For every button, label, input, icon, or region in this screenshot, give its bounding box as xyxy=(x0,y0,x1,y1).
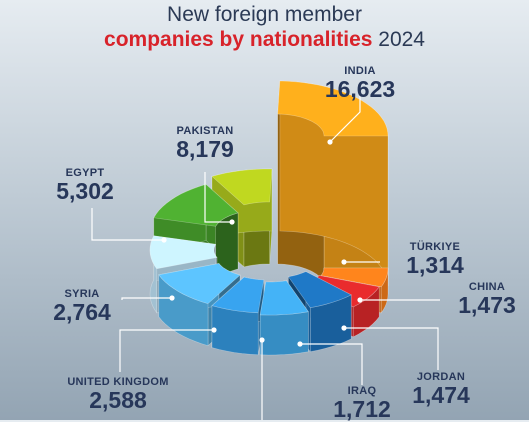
label-egypt-name: EGYPT xyxy=(65,167,105,179)
label-jordan-value: 1,474 xyxy=(412,382,470,408)
leader-dot-jordan xyxy=(341,325,347,331)
label-china-value: 1,473 xyxy=(458,292,516,318)
title-line-2: companies by nationalities 2024 xyxy=(0,27,529,53)
label-china: CHINA 1,473 xyxy=(444,281,529,317)
label-syria-name: SYRIA xyxy=(64,288,100,300)
leader-iraq xyxy=(300,343,363,385)
leader-jordan xyxy=(344,327,439,370)
label-iraq-name: IRAQ xyxy=(347,385,377,397)
leader-dot-syria xyxy=(169,295,175,301)
slice-egypt xyxy=(153,183,239,284)
slice-top-iraq xyxy=(259,280,309,316)
slice-top-united-kingdom xyxy=(158,263,241,304)
label-united-kingdom: UNITED KINGDOM 2,588 xyxy=(56,376,180,412)
label-egypt-value: 5,302 xyxy=(56,178,114,204)
leader-dot-t-rkiye xyxy=(341,259,347,265)
label-jordan: JORDAN 1,474 xyxy=(396,371,486,407)
label-iraq-value: 1,712 xyxy=(333,396,391,422)
slice-outer-iraq xyxy=(259,311,309,356)
title-line-1: New foreign member xyxy=(167,3,362,26)
leader-india xyxy=(329,95,361,143)
label-pakistan-value: 8,179 xyxy=(176,136,234,162)
leader-pakistan xyxy=(204,172,232,223)
leader-syria xyxy=(121,297,172,300)
leader-dot-iraq xyxy=(297,341,303,347)
leader-dot-unlabeled-5 xyxy=(259,337,265,343)
label-iraq: IRAQ 1,712 xyxy=(320,385,404,421)
label-united-kingdom-value: 2,588 xyxy=(89,387,147,413)
chart-title: New foreign member companies by national… xyxy=(0,2,529,53)
slice-top-pakistan xyxy=(211,168,273,206)
leader-dot-pakistan xyxy=(229,219,235,225)
label-india-name: INDIA xyxy=(344,65,376,77)
leader-dot-united-kingdom xyxy=(211,327,217,333)
slice-top-india xyxy=(277,80,389,137)
donut-slices xyxy=(149,80,389,356)
leader-dot-india xyxy=(327,139,333,145)
label-pakistan: PAKISTAN 8,179 xyxy=(160,125,250,161)
leader-dot-china xyxy=(357,297,363,303)
label-egypt: EGYPT 5,302 xyxy=(42,167,128,203)
slice-india xyxy=(277,80,389,287)
slice-unlabeled-5 xyxy=(211,276,265,356)
label-india: INDIA 16,623 xyxy=(312,65,408,101)
title-accent: companies by nationalities xyxy=(104,28,373,51)
label-china-name: CHINA xyxy=(468,281,506,293)
label-turkiye: TÜRKIYE 1,314 xyxy=(392,241,478,277)
label-turkiye-name: TÜRKIYE xyxy=(409,241,461,253)
leader-egypt xyxy=(91,208,164,241)
label-india-value: 16,623 xyxy=(324,76,396,102)
label-turkiye-value: 1,314 xyxy=(406,252,464,278)
leader-lines xyxy=(91,95,440,420)
label-syria-value: 2,764 xyxy=(53,299,111,325)
label-syria: SYRIA 2,764 xyxy=(42,288,122,324)
leader-united-kingdom xyxy=(119,329,214,372)
slice-top-unlabeled-5 xyxy=(211,276,265,314)
leader-dot-egypt xyxy=(161,237,167,243)
label-pakistan-name: PAKISTAN xyxy=(176,125,234,137)
slice-top-jordan xyxy=(287,271,352,309)
slice-top-syria xyxy=(149,235,218,270)
label-united-kingdom-name: UNITED KINGDOM xyxy=(67,376,169,388)
slice-outer-unlabeled-5 xyxy=(211,305,259,356)
title-year: 2024 xyxy=(378,28,425,51)
slice-top-t-rkiye xyxy=(320,267,389,288)
label-jordan-name: JORDAN xyxy=(416,371,466,383)
slice-iraq xyxy=(259,279,309,356)
